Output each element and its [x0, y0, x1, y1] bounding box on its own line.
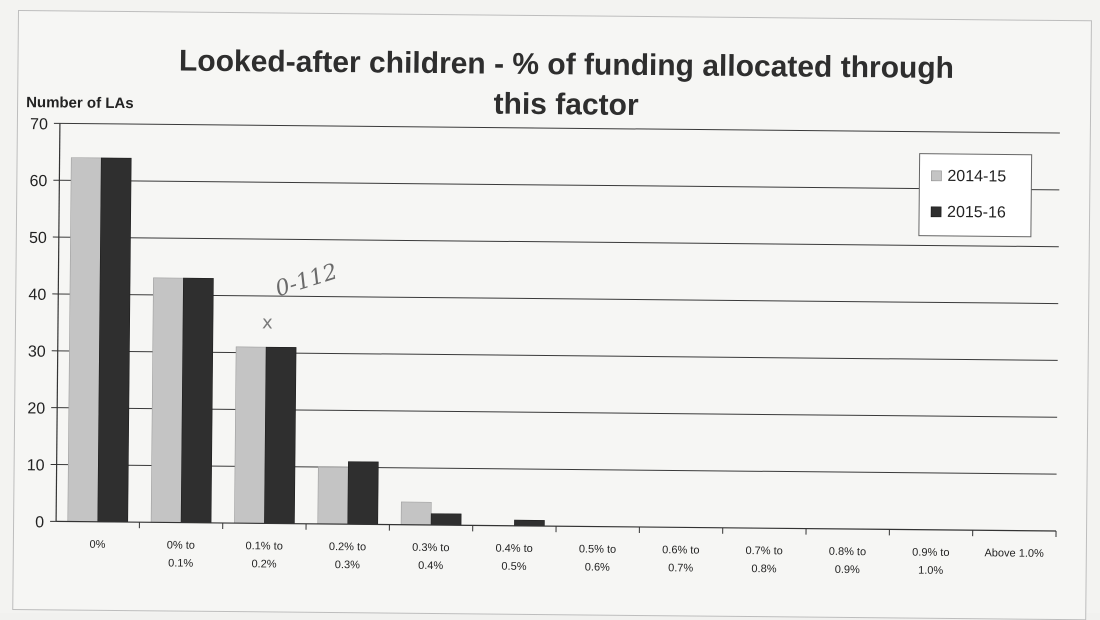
- y-tick-label: 20: [27, 400, 45, 417]
- gridline: [59, 180, 1059, 190]
- bar-2014-15: [234, 347, 266, 524]
- x-tick-label: 0%: [90, 539, 106, 551]
- bar-2015-16: [431, 514, 461, 526]
- gridline: [60, 123, 1060, 133]
- legend-swatch: [931, 207, 941, 217]
- handwritten-note: 0-112: [273, 259, 341, 302]
- legend-label: 2015-16: [947, 204, 1006, 222]
- legend-swatch: [931, 171, 941, 181]
- y-tick-label: 50: [29, 230, 47, 247]
- bar-2014-15: [401, 502, 431, 525]
- gridline: [59, 237, 1059, 247]
- chart: Looked-after children - % of funding all…: [13, 11, 1091, 619]
- y-axis-ticks: 0 10 20 30 40 50 60 70: [26, 116, 60, 531]
- y-axis-line: [56, 123, 60, 521]
- x-tick-label: Above 1.0%: [984, 547, 1044, 560]
- chart-title-line: Looked-after children - % of funding all…: [179, 45, 954, 85]
- bar-2015-16: [348, 462, 379, 525]
- bar-2015-16: [98, 158, 131, 522]
- bar-2014-15: [68, 158, 101, 522]
- y-tick-label: 40: [28, 287, 46, 304]
- y-axis-label: Number of LAs: [26, 94, 134, 112]
- y-tick-label: 30: [28, 344, 46, 361]
- y-tick-label: 10: [27, 457, 45, 474]
- chart-title-line: this factor: [493, 88, 639, 122]
- bar-2015-16: [264, 347, 296, 524]
- bar-2014-15: [151, 278, 183, 523]
- y-tick-label: 70: [30, 116, 48, 133]
- legend: 2014-15 2015-16: [919, 154, 1032, 237]
- y-tick-label: 0: [35, 514, 44, 531]
- y-tick-label: 60: [29, 173, 47, 190]
- handwritten-mark: x: [262, 312, 273, 333]
- chart-title: Looked-after children - % of funding all…: [178, 45, 954, 125]
- legend-box: [919, 154, 1032, 237]
- legend-label: 2014-15: [947, 168, 1006, 186]
- bar-2014-15: [318, 467, 349, 524]
- chart-frame: Looked-after children - % of funding all…: [12, 10, 1092, 620]
- bars: [68, 158, 548, 526]
- bar-2015-16: [514, 520, 544, 526]
- bar-2015-16: [181, 278, 213, 523]
